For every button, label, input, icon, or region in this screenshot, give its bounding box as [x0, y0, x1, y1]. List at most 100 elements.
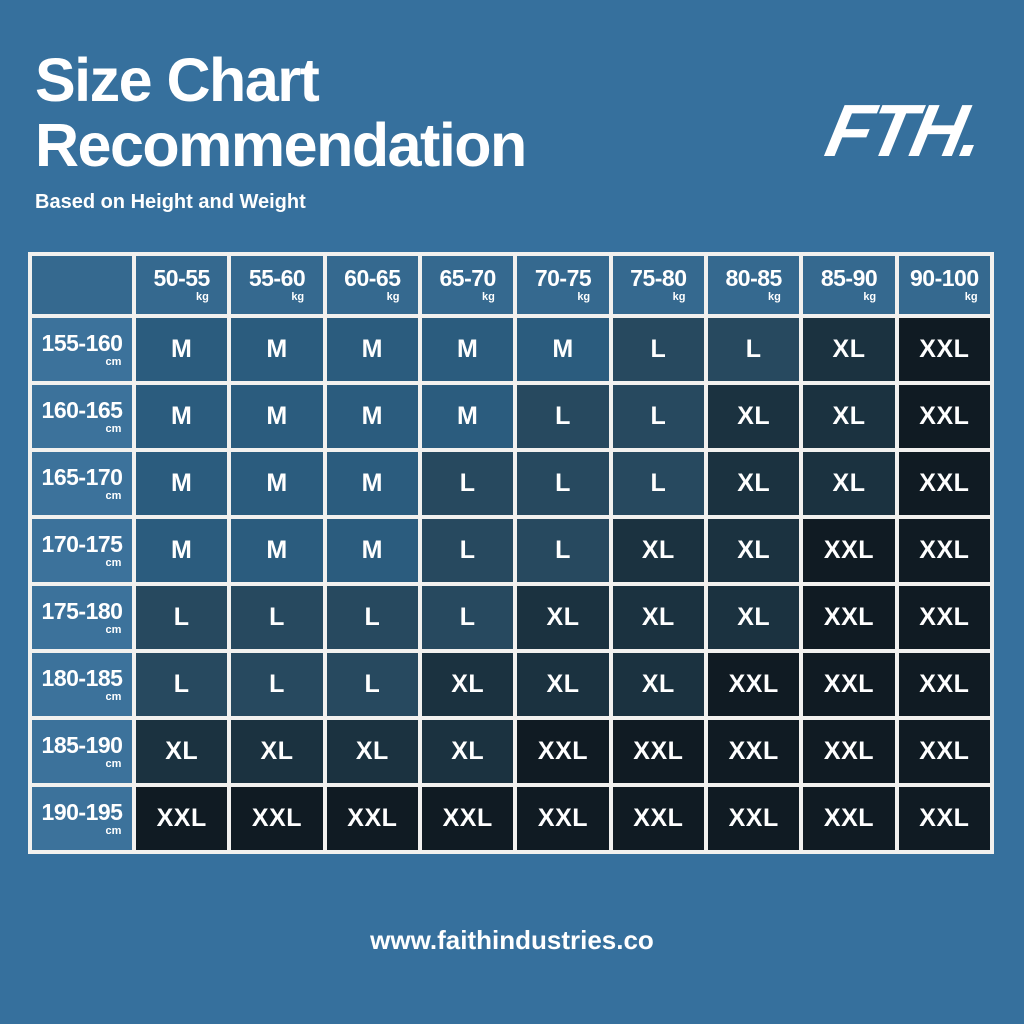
- size-cell: L: [326, 653, 418, 716]
- size-cell: XXL: [898, 586, 990, 649]
- size-cell: XL: [708, 385, 800, 448]
- size-cell: M: [326, 519, 418, 582]
- page-subtitle: Based on Height and Weight: [35, 191, 306, 214]
- size-cell: XXL: [708, 787, 800, 850]
- page-title: Size Chart Recommendation: [35, 48, 527, 177]
- weight-header-cell-range: 90-100: [910, 265, 979, 291]
- height-label-cell-range: 185-190: [41, 731, 123, 758]
- size-cell: XXL: [136, 787, 228, 850]
- size-cell: XXL: [326, 787, 418, 850]
- size-cell: XL: [803, 452, 895, 515]
- height-label-cell-range: 175-180: [41, 597, 123, 624]
- size-cell: XXL: [898, 653, 990, 716]
- size-cell: XXL: [898, 720, 990, 783]
- size-cell: M: [422, 385, 514, 448]
- size-cell: XL: [422, 720, 514, 783]
- height-label-cell: 170-175 cm: [32, 519, 132, 582]
- size-cell: XL: [612, 653, 704, 716]
- size-cell: M: [326, 452, 418, 515]
- size-cell: M: [136, 452, 228, 515]
- size-cell: XXL: [898, 787, 990, 850]
- size-cell: XXL: [708, 720, 800, 783]
- size-cell: M: [326, 318, 418, 381]
- weight-header-cell: 70-75 kg: [517, 256, 609, 314]
- height-label-cell-unit: cm: [105, 623, 122, 636]
- height-label-cell-unit: cm: [105, 690, 122, 703]
- weight-header-cell: 80-85 kg: [708, 256, 800, 314]
- height-label-cell: 190-195 cm: [32, 787, 132, 850]
- weight-header-cell-unit: kg: [964, 291, 978, 303]
- size-cell: XXL: [803, 720, 895, 783]
- size-cell: L: [517, 385, 609, 448]
- weight-header-cell: 65-70 kg: [422, 256, 514, 314]
- size-cell: XL: [517, 586, 609, 649]
- size-cell: XL: [708, 452, 800, 515]
- weight-header-cell-range: 70-75: [534, 265, 592, 291]
- header: Size Chart Recommendation Based on Heigh…: [35, 48, 527, 214]
- weight-header-cell: 50-55 kg: [136, 256, 228, 314]
- weight-header-cell: 90-100 kg: [898, 256, 990, 314]
- size-cell: L: [422, 519, 514, 582]
- size-cell: M: [231, 318, 323, 381]
- height-label-cell: 165-170 cm: [32, 452, 132, 515]
- size-cell: L: [612, 318, 704, 381]
- height-label-cell-range: 190-195: [41, 798, 123, 825]
- footer-url: www.faithindustries.co: [370, 925, 654, 955]
- size-cell: L: [708, 318, 800, 381]
- size-cell: XL: [803, 318, 895, 381]
- size-cell: XL: [708, 586, 800, 649]
- size-chart-table: 50-55 kg 55-60 kg 60-65 kg 65-70 kg 70-75 kg 75-80…: [28, 252, 994, 854]
- size-cell: XXL: [898, 318, 990, 381]
- size-cell: L: [422, 452, 514, 515]
- size-cell: L: [136, 586, 228, 649]
- size-cell: XXL: [803, 787, 895, 850]
- weight-header-cell-unit: kg: [577, 291, 591, 303]
- size-cell: L: [136, 653, 228, 716]
- size-cell: XXL: [803, 519, 895, 582]
- size-cell: L: [326, 586, 418, 649]
- size-cell: L: [422, 586, 514, 649]
- size-cell: XXL: [517, 787, 609, 850]
- height-label-cell: 160-165 cm: [32, 385, 132, 448]
- size-cell: L: [517, 452, 609, 515]
- size-cell: L: [231, 586, 323, 649]
- height-label-cell-range: 155-160: [41, 329, 123, 356]
- size-cell: XL: [708, 519, 800, 582]
- size-cell: XXL: [898, 519, 990, 582]
- size-cell: XXL: [517, 720, 609, 783]
- weight-header-cell-range: 80-85: [725, 265, 783, 291]
- height-label-cell-range: 180-185: [41, 664, 123, 691]
- height-label-cell-unit: cm: [105, 824, 122, 837]
- weight-header-cell: 60-65 kg: [326, 256, 418, 314]
- size-cell: XXL: [708, 653, 800, 716]
- height-label-cell-unit: cm: [105, 489, 122, 502]
- size-cell: M: [136, 385, 228, 448]
- size-cell: XXL: [231, 787, 323, 850]
- weight-header-cell-unit: kg: [672, 291, 686, 303]
- size-cell: XXL: [803, 653, 895, 716]
- height-label-cell: 155-160 cm: [32, 318, 132, 381]
- weight-header-cell-unit: kg: [195, 291, 209, 303]
- size-cell: XL: [326, 720, 418, 783]
- weight-header-cell-unit: kg: [481, 291, 495, 303]
- height-label-cell-range: 170-175: [41, 530, 123, 557]
- size-cell: XXL: [612, 787, 704, 850]
- size-cell: M: [517, 318, 609, 381]
- height-label-cell-unit: cm: [105, 556, 122, 569]
- weight-header-cell: 85-90 kg: [803, 256, 895, 314]
- height-label-cell-unit: cm: [105, 355, 122, 368]
- size-cell: L: [612, 452, 704, 515]
- size-cell: XL: [231, 720, 323, 783]
- weight-header-cell-range: 85-90: [820, 265, 878, 291]
- weight-header-cell-unit: kg: [386, 291, 400, 303]
- weight-header-cell-unit: kg: [291, 291, 305, 303]
- height-label-cell-unit: cm: [105, 422, 122, 435]
- weight-header-cell-range: 55-60: [248, 265, 306, 291]
- height-label-cell-unit: cm: [105, 757, 122, 770]
- size-cell: M: [231, 452, 323, 515]
- size-cell: M: [231, 385, 323, 448]
- weight-header-cell: 75-80 kg: [612, 256, 704, 314]
- weight-header-cell-range: 75-80: [630, 265, 687, 291]
- size-cell: M: [231, 519, 323, 582]
- corner-cell: [32, 256, 132, 314]
